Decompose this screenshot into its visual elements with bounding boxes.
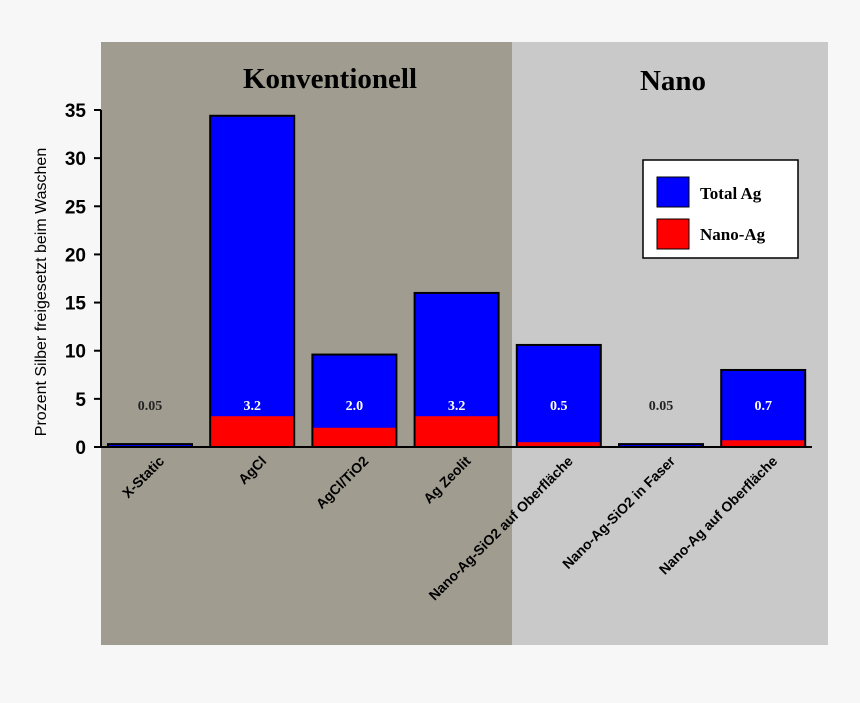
- bar-nano-ag: [415, 416, 498, 447]
- group-title-nano: Nano: [640, 65, 706, 97]
- legend-label-nano-ag: Nano-Ag: [700, 225, 766, 244]
- data-label: 0.5: [550, 399, 568, 414]
- legend-label-total-ag: Total Ag: [700, 184, 762, 203]
- y-axis-label: Prozent Silber freigesetzt beim Waschen: [33, 148, 50, 436]
- data-label: 3.2: [243, 399, 261, 414]
- y-tick-label: 35: [65, 101, 87, 122]
- bar-total-ag: [515, 343, 602, 448]
- bar-total-ag: [720, 368, 807, 449]
- y-tick-label: 15: [65, 294, 87, 315]
- y-tick-label: 0: [75, 438, 86, 459]
- bar-nano-ag: [211, 416, 294, 447]
- data-label: 0.05: [649, 399, 674, 414]
- legend: Total Ag Nano-Ag: [642, 159, 799, 259]
- legend-swatch-nano-ag: [656, 218, 690, 250]
- group-background-nano: [512, 42, 828, 645]
- group-title-konventionell: Konventionell: [243, 63, 417, 95]
- y-tick-label: 25: [65, 197, 87, 218]
- y-tick-label: 30: [65, 149, 86, 170]
- data-label: 2.0: [346, 399, 364, 414]
- legend-swatch-total-ag: [656, 176, 690, 208]
- data-label: 0.05: [138, 399, 163, 414]
- y-tick-label: 10: [65, 342, 86, 363]
- y-tick-label: 5: [75, 390, 86, 411]
- y-tick-label: 20: [65, 245, 86, 266]
- bar-nano-ag: [722, 440, 805, 447]
- bar-nano-ag: [313, 427, 396, 447]
- data-label: 0.7: [754, 399, 772, 414]
- data-label: 3.2: [448, 399, 466, 414]
- bar-nano-ag: [517, 442, 600, 447]
- bar-total-ag: [209, 114, 296, 449]
